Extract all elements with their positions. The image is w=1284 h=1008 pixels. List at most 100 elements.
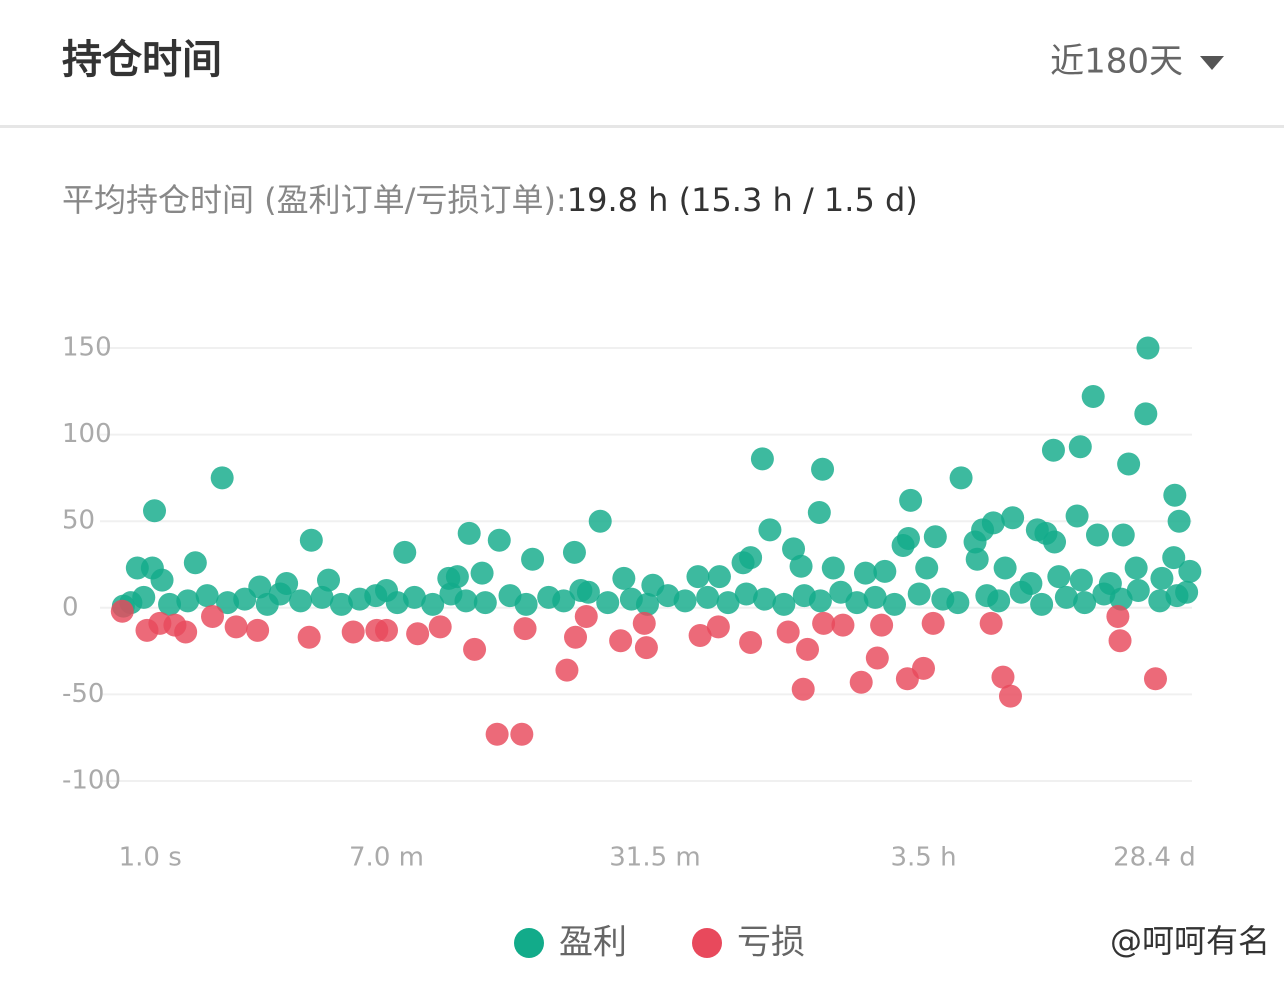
point bbox=[1047, 565, 1071, 589]
point bbox=[753, 587, 777, 611]
dropdown-arrow[interactable] bbox=[1200, 56, 1224, 70]
point bbox=[1163, 483, 1187, 507]
point bbox=[750, 447, 774, 471]
point bbox=[310, 585, 334, 609]
point bbox=[791, 677, 815, 701]
point bbox=[1167, 509, 1191, 533]
point bbox=[470, 561, 494, 585]
point bbox=[110, 599, 134, 623]
range-selector[interactable]: 近180天 bbox=[1050, 42, 1224, 82]
x-tick-label: 1.0 s bbox=[119, 843, 182, 873]
plot: -100 -50 0 50 100 150 1.0 s 7.0 m 31.5 m 3.5 h 28.… bbox=[62, 333, 1202, 873]
point bbox=[734, 582, 758, 606]
point bbox=[707, 565, 731, 589]
point bbox=[555, 658, 579, 682]
point bbox=[406, 622, 430, 646]
point bbox=[402, 585, 426, 609]
point bbox=[364, 584, 388, 608]
point bbox=[1030, 592, 1054, 616]
x-tick-label: 31.5 m bbox=[609, 843, 700, 873]
point bbox=[317, 568, 341, 592]
point bbox=[233, 587, 257, 611]
legend: 盈利 亏损 bbox=[514, 923, 805, 963]
legend-marker bbox=[514, 928, 544, 958]
point bbox=[923, 525, 947, 549]
point bbox=[632, 611, 656, 635]
point bbox=[758, 518, 782, 542]
point bbox=[421, 592, 445, 616]
point bbox=[854, 561, 878, 585]
point bbox=[849, 670, 873, 694]
point bbox=[329, 592, 353, 616]
point bbox=[1054, 585, 1078, 609]
point bbox=[576, 580, 600, 604]
point bbox=[1117, 452, 1141, 476]
point bbox=[176, 589, 200, 613]
point bbox=[1162, 546, 1186, 570]
point bbox=[1009, 580, 1033, 604]
point bbox=[487, 528, 511, 552]
point bbox=[686, 565, 710, 589]
point bbox=[510, 722, 534, 746]
range-label[interactable]: 近180天 bbox=[1050, 42, 1183, 82]
point bbox=[915, 556, 939, 580]
y-tick-label: 0 bbox=[62, 592, 79, 622]
point bbox=[1111, 523, 1135, 547]
point bbox=[845, 591, 869, 615]
point bbox=[782, 537, 806, 561]
point bbox=[521, 547, 545, 571]
point bbox=[1143, 667, 1167, 691]
point bbox=[907, 582, 931, 606]
point bbox=[297, 625, 321, 649]
point bbox=[210, 466, 234, 490]
point bbox=[132, 585, 156, 609]
point bbox=[612, 566, 636, 590]
point bbox=[991, 665, 1015, 689]
point bbox=[375, 618, 398, 642]
point bbox=[609, 629, 633, 653]
point bbox=[789, 554, 813, 578]
point bbox=[1068, 435, 1092, 459]
y-tick-label: 150 bbox=[62, 333, 112, 363]
legend-label: 亏损 bbox=[737, 923, 805, 963]
point bbox=[696, 585, 720, 609]
point bbox=[143, 499, 167, 523]
point bbox=[1081, 384, 1105, 408]
point bbox=[1136, 336, 1160, 360]
summary-label: 平均持仓时间 (盈利订单/亏损订单): bbox=[62, 181, 567, 219]
point bbox=[596, 591, 620, 615]
point bbox=[158, 592, 182, 616]
point bbox=[457, 521, 481, 545]
y-tick-label: 50 bbox=[62, 506, 95, 536]
point bbox=[183, 551, 207, 575]
point bbox=[224, 615, 248, 639]
point bbox=[987, 589, 1011, 613]
point bbox=[865, 646, 889, 670]
point bbox=[870, 613, 894, 637]
point bbox=[393, 540, 417, 564]
point bbox=[1085, 523, 1109, 547]
point bbox=[912, 656, 935, 680]
point bbox=[1069, 568, 1093, 592]
point bbox=[949, 466, 973, 490]
point bbox=[150, 568, 174, 592]
legend-label: 盈利 bbox=[559, 923, 627, 963]
point bbox=[1109, 587, 1133, 611]
point bbox=[979, 611, 1003, 635]
point bbox=[1178, 559, 1202, 583]
divider bbox=[0, 125, 1284, 128]
point bbox=[635, 592, 659, 616]
point bbox=[1073, 591, 1097, 615]
point bbox=[1134, 402, 1158, 426]
y-tick-label: 100 bbox=[62, 419, 112, 449]
point bbox=[246, 618, 270, 642]
point bbox=[921, 611, 945, 635]
point bbox=[1106, 604, 1130, 628]
point bbox=[1108, 629, 1132, 653]
point bbox=[216, 591, 240, 615]
point bbox=[688, 624, 712, 648]
point bbox=[998, 684, 1022, 708]
point bbox=[739, 630, 763, 654]
